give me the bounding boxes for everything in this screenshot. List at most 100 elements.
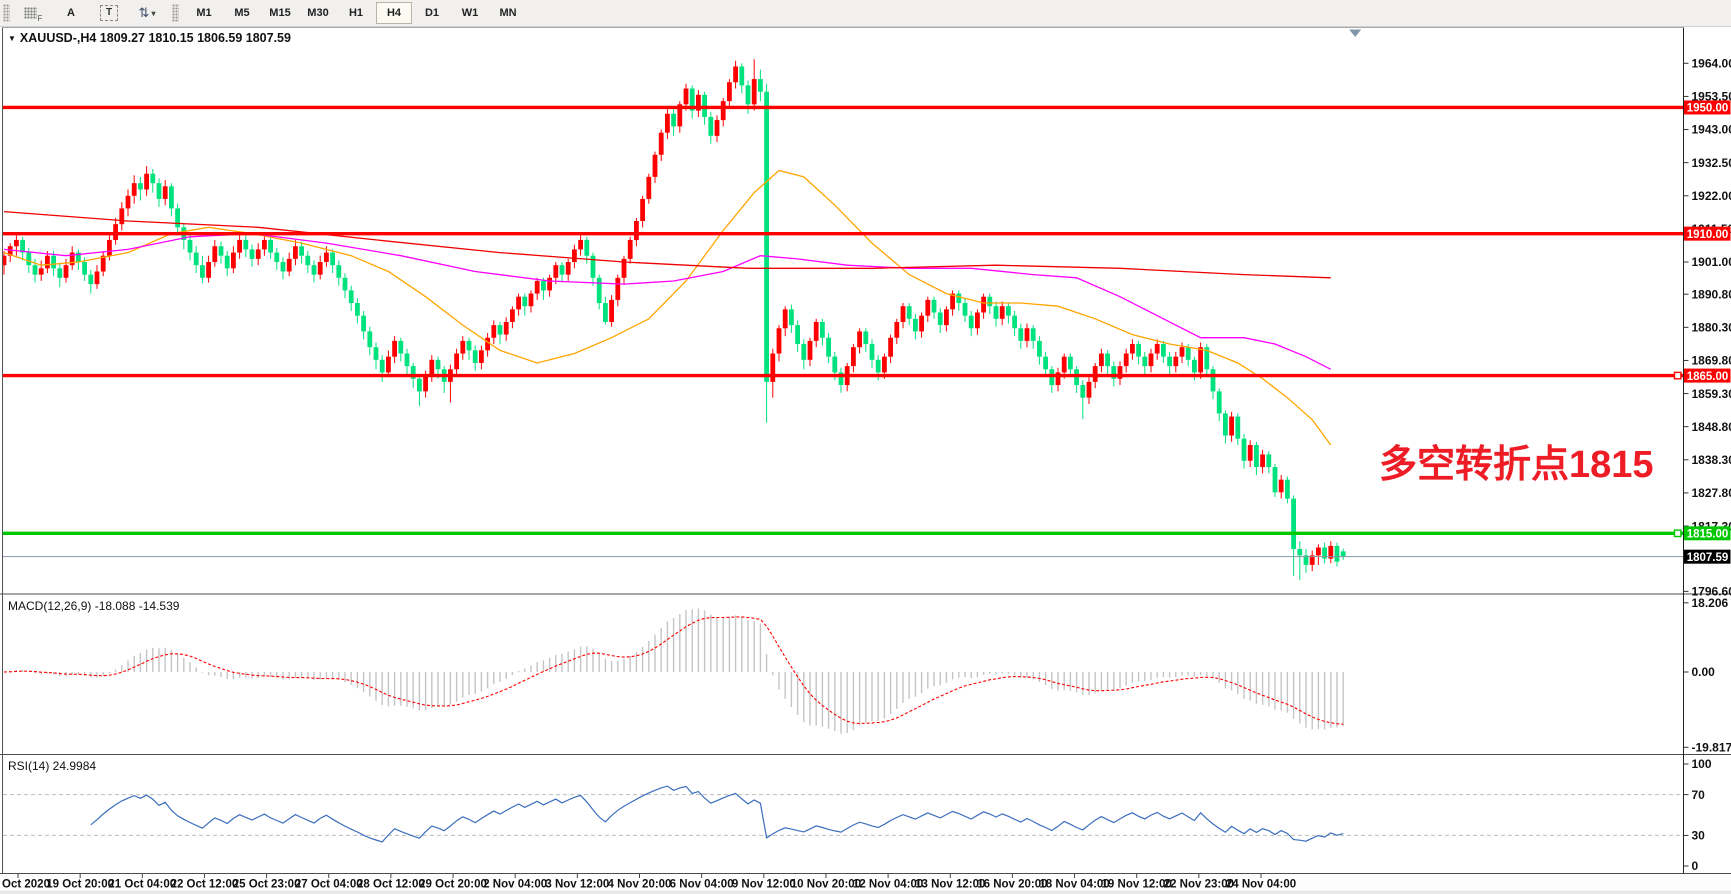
hline-1950[interactable]: 1950.00 <box>3 100 1731 115</box>
svg-text:2 Nov 04:00: 2 Nov 04:00 <box>483 879 547 891</box>
chart-title-text: XAUUSD-,H4 1809.27 1810.15 1806.59 1807.… <box>19 31 291 45</box>
svg-text:1838.30: 1838.30 <box>1692 453 1731 467</box>
svg-text:30: 30 <box>1692 829 1706 843</box>
svg-text:1880.30: 1880.30 <box>1692 321 1731 335</box>
svg-text:1932.50: 1932.50 <box>1692 156 1731 170</box>
rsi-indicator-label: RSI(14) 24.9984 <box>8 759 97 773</box>
svg-text:1869.80: 1869.80 <box>1692 354 1731 368</box>
macd-pane[interactable] <box>3 608 1344 734</box>
timeframe-button-h4[interactable]: H4 <box>376 2 412 24</box>
svg-text:12 Nov 04:00: 12 Nov 04:00 <box>853 879 923 891</box>
svg-text:24 Nov 04:00: 24 Nov 04:00 <box>1226 879 1296 891</box>
svg-text:1848.80: 1848.80 <box>1692 420 1731 434</box>
svg-text:29 Oct 20:00: 29 Oct 20:00 <box>419 879 487 891</box>
svg-text:13 Nov 12:00: 13 Nov 12:00 <box>915 879 985 891</box>
text-tool-icon: T <box>100 5 118 21</box>
candles-layer <box>3 59 1346 580</box>
svg-text:1950.00: 1950.00 <box>1687 103 1729 115</box>
price-badge-1950 <box>1684 100 1731 115</box>
dots-grid-icon <box>23 7 37 19</box>
svg-text:3 Nov 12:00: 3 Nov 12:00 <box>545 879 609 891</box>
svg-text:0: 0 <box>1692 859 1699 873</box>
svg-text:18 Nov 04:00: 18 Nov 04:00 <box>1039 879 1109 891</box>
chart-dropdown-icon[interactable]: ▼ <box>8 34 16 43</box>
toolbar: F A T ⇅ ▾ M1 M5 M15 M30 H1 H4 D1 W1 MN <box>0 0 1731 27</box>
svg-text:18.206: 18.206 <box>1692 596 1729 610</box>
svg-text:21 Oct 04:00: 21 Oct 04:00 <box>108 879 176 891</box>
letter-a-icon: A <box>67 7 75 19</box>
hline-1910[interactable]: 1910.00 <box>3 226 1731 241</box>
price-scale[interactable]: 1964.001953.501943.001932.501922.001911.… <box>1683 57 1731 599</box>
svg-text:1901.00: 1901.00 <box>1692 255 1731 269</box>
rsi-scale[interactable]: 100 70 30 0 <box>1683 757 1712 873</box>
svg-text:1827.80: 1827.80 <box>1692 486 1731 500</box>
svg-text:70: 70 <box>1692 788 1706 802</box>
chart-text-annotation[interactable]: 多空转折点1815 <box>1379 444 1654 486</box>
timeframe-button-d1[interactable]: D1 <box>424 7 440 19</box>
timeframe-button-m1[interactable]: M1 <box>196 7 212 19</box>
svg-text:10 Nov 20:00: 10 Nov 20:00 <box>791 879 861 891</box>
svg-text:19 Oct 20:00: 19 Oct 20:00 <box>46 879 114 891</box>
svg-text:1865.00: 1865.00 <box>1687 371 1729 383</box>
timeframe-button-group: M1 M5 M15 M30 H1 H4 D1 W1 MN <box>185 2 527 24</box>
macd-indicator-label: MACD(12,26,9) -18.088 -14.539 <box>8 599 180 613</box>
svg-text:25 Oct 23:00: 25 Oct 23:00 <box>233 879 301 891</box>
timeframe-button-m5[interactable]: M5 <box>234 7 250 19</box>
svg-text:1922.00: 1922.00 <box>1692 189 1731 203</box>
svg-text:1890.80: 1890.80 <box>1692 287 1731 301</box>
timeframe-button-w1[interactable]: W1 <box>461 7 479 19</box>
svg-text:4 Nov 20:00: 4 Nov 20:00 <box>608 879 672 891</box>
svg-text:16 Oct 2020: 16 Oct 2020 <box>0 879 50 891</box>
price-badge-1815 <box>1684 526 1731 541</box>
macd-scale[interactable]: 18.206 0.00 -19.817 <box>1683 596 1731 755</box>
grid-f-label: F <box>37 14 43 23</box>
objects-grid-button[interactable]: F <box>15 2 51 24</box>
chart-plot-area[interactable] <box>3 28 1683 594</box>
arrow-tools-button[interactable]: ⇅ ▾ <box>129 2 165 24</box>
svg-text:100: 100 <box>1692 757 1712 771</box>
svg-text:-19.817: -19.817 <box>1692 741 1731 755</box>
bid-price-line: 1807.59 <box>3 549 1731 564</box>
price-badge-1910 <box>1684 226 1731 241</box>
timeframe-button-h1[interactable]: H1 <box>348 7 364 19</box>
chart-title[interactable]: ▼ XAUUSD-,H4 1809.27 1810.15 1806.59 1807… <box>8 31 291 45</box>
ma-red-line[interactable] <box>3 210 1331 279</box>
svg-text:22 Nov 23:00: 22 Nov 23:00 <box>1164 879 1234 891</box>
svg-text:1910.00: 1910.00 <box>1687 229 1729 241</box>
svg-text:1807.59: 1807.59 <box>1687 552 1729 564</box>
rsi-line <box>90 785 1344 843</box>
rsi-pane[interactable] <box>3 785 1683 843</box>
hline-1815[interactable]: 1815.00 <box>3 526 1731 541</box>
timeframe-button-m30[interactable]: M30 <box>307 7 329 19</box>
horizontal-level-lines[interactable]: 1950.00 1910.00 1865.00 1815.00 <box>3 100 1731 541</box>
svg-text:1964.00: 1964.00 <box>1692 57 1731 71</box>
cursor-a-button[interactable]: A <box>53 2 89 24</box>
timeframe-toolbar-handle[interactable] <box>172 4 179 22</box>
hline-1865[interactable]: 1865.00 <box>3 368 1731 383</box>
svg-text:27 Oct 04:00: 27 Oct 04:00 <box>295 879 363 891</box>
svg-text:16 Nov 20:00: 16 Nov 20:00 <box>977 879 1047 891</box>
price-badge-1865 <box>1684 368 1731 383</box>
chevron-down-icon: ▾ <box>151 8 156 18</box>
svg-text:6 Nov 04:00: 6 Nov 04:00 <box>670 879 734 891</box>
double-arrow-icon: ⇅ <box>138 5 150 20</box>
svg-text:1859.30: 1859.30 <box>1692 387 1731 401</box>
svg-text:19 Nov 12:00: 19 Nov 12:00 <box>1102 879 1172 891</box>
svg-text:9 Nov 12:00: 9 Nov 12:00 <box>732 879 796 891</box>
timeframe-button-mn[interactable]: MN <box>499 7 517 19</box>
text-label-button[interactable]: T <box>91 2 127 24</box>
toolbar-drag-handle[interactable] <box>3 4 10 22</box>
svg-text:1815.00: 1815.00 <box>1687 529 1729 541</box>
svg-text:1953.50: 1953.50 <box>1692 90 1731 104</box>
pane-borders <box>0 27 1731 874</box>
svg-text:0.00: 0.00 <box>1692 665 1716 679</box>
svg-text:1943.00: 1943.00 <box>1692 123 1731 137</box>
svg-text:28 Oct 12:00: 28 Oct 12:00 <box>357 879 425 891</box>
svg-text:1796.60: 1796.60 <box>1692 585 1731 599</box>
timeframe-button-m15[interactable]: M15 <box>269 7 291 19</box>
svg-text:22 Oct 12:00: 22 Oct 12:00 <box>171 879 239 891</box>
